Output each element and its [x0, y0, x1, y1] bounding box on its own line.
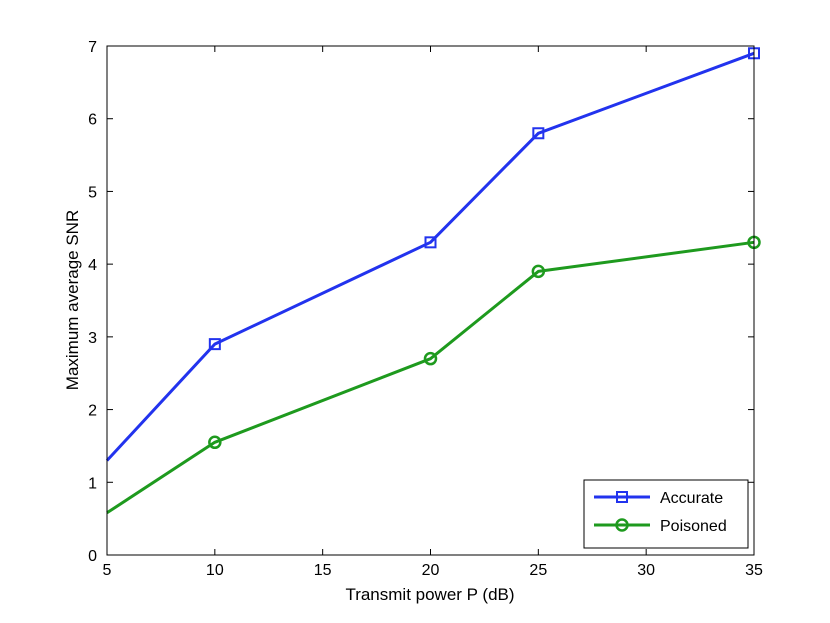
y-axis-label: Maximum average SNR [63, 210, 82, 390]
y-tick-label: 2 [88, 403, 97, 420]
series-line [105, 51, 755, 462]
legend: Accurate Poisoned [583, 479, 749, 549]
data-point [208, 338, 221, 351]
legend-item: Accurate [594, 490, 723, 507]
y-tick-label: 6 [88, 112, 97, 129]
x-tick-label: 10 [206, 562, 224, 579]
y-tick-label: 3 [88, 330, 97, 347]
data-point [424, 236, 437, 249]
x-tick-label: 15 [314, 562, 332, 579]
y-tick-label: 5 [88, 184, 97, 201]
legend-marker [615, 518, 629, 532]
legend-item: Poisoned [594, 518, 727, 535]
series-line [106, 240, 755, 515]
legend-marker [616, 491, 628, 503]
data-point [531, 264, 546, 279]
x-tick-label: 25 [529, 562, 547, 579]
x-tick-label: 30 [637, 562, 655, 579]
data-point [423, 351, 438, 366]
y-tick-label: 7 [88, 39, 97, 56]
data-point [208, 435, 222, 450]
ticks-layer: 5 10 15 20 25 30 35 0 1 2 3 4 5 6 7 [88, 39, 763, 579]
y-tick-label: 4 [88, 257, 97, 274]
legend-label: Poisoned [660, 518, 727, 535]
x-tick-label: 35 [745, 562, 763, 579]
legend-box [583, 479, 749, 549]
x-tick-label: 20 [422, 562, 440, 579]
y-tick-label: 0 [88, 548, 97, 565]
plot-area [107, 46, 754, 555]
legend-label: Accurate [660, 490, 723, 507]
x-tick-label: 5 [103, 562, 112, 579]
data-point [532, 127, 545, 140]
x-axis-label: Transmit power P (dB) [345, 585, 514, 604]
y-tick-label: 1 [88, 475, 97, 492]
